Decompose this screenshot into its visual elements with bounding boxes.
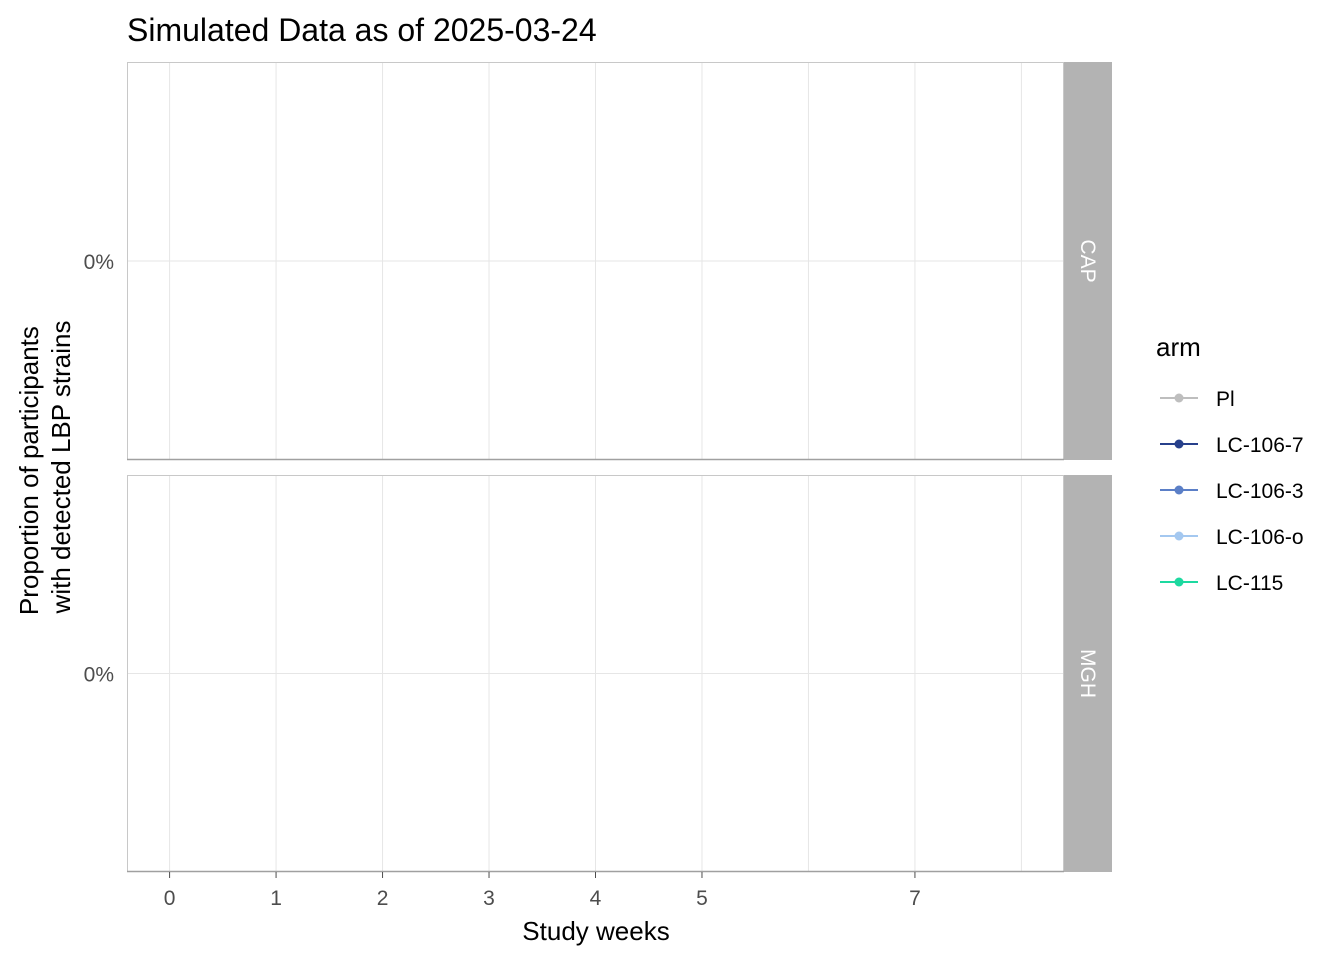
x-tick-label: 1 xyxy=(270,887,282,910)
x-tick-label: 2 xyxy=(377,887,389,910)
legend-entry: LC-106-3 xyxy=(1160,480,1304,503)
x-axis: 0 1 2 3 4 5 7 xyxy=(164,872,921,910)
legend: arm Pl LC-106-7 LC-106-3 LC-106-o LC-115 xyxy=(1156,332,1304,595)
x-tick-label: 7 xyxy=(909,887,921,910)
legend-label: LC-106-o xyxy=(1216,526,1304,549)
chart-title: Simulated Data as of 2025-03-24 xyxy=(127,12,597,48)
x-tick-label: 3 xyxy=(483,887,495,910)
legend-key-point xyxy=(1174,531,1184,541)
x-tick-label: 4 xyxy=(590,887,602,910)
facet-strip xyxy=(1064,475,1112,872)
y-tick-label: 0% xyxy=(84,664,114,687)
legend-title: arm xyxy=(1156,332,1201,362)
legend-label: Pl xyxy=(1216,388,1235,411)
facet-strip-label: MGH xyxy=(1076,649,1099,698)
legend-label: LC-106-7 xyxy=(1216,434,1304,457)
facet-strip-label: CAP xyxy=(1076,239,1099,282)
facet-panel-cap: 0% CAP xyxy=(84,62,1112,461)
legend-label: LC-106-3 xyxy=(1216,480,1304,503)
y-axis-title: Proportion of participants with detected… xyxy=(14,319,76,615)
facet-panels: 0% CAP 0% MGH xyxy=(84,62,1112,873)
legend-key-point xyxy=(1174,439,1184,449)
facet-panel-mgh: 0% MGH xyxy=(84,475,1112,873)
x-tick-label: 0 xyxy=(164,887,176,910)
x-tick-label: 5 xyxy=(696,887,708,910)
legend-entry: Pl xyxy=(1160,388,1235,411)
y-tick-label: 0% xyxy=(84,251,114,274)
legend-label: LC-115 xyxy=(1216,572,1283,595)
legend-entry: LC-106-7 xyxy=(1160,434,1304,457)
legend-key-point xyxy=(1174,393,1184,403)
legend-key-point xyxy=(1174,485,1184,495)
legend-key-point xyxy=(1174,577,1184,587)
y-axis-title-line-1: Proportion of participants xyxy=(14,326,44,615)
legend-entry: LC-106-o xyxy=(1160,526,1304,549)
x-axis-title: Study weeks xyxy=(522,916,669,946)
facet-strip xyxy=(1064,62,1112,460)
legend-entry: LC-115 xyxy=(1160,572,1283,595)
y-axis-title-line-2: with detected LBP strains xyxy=(46,321,76,615)
legend-items: Pl LC-106-7 LC-106-3 LC-106-o LC-115 xyxy=(1160,388,1304,595)
